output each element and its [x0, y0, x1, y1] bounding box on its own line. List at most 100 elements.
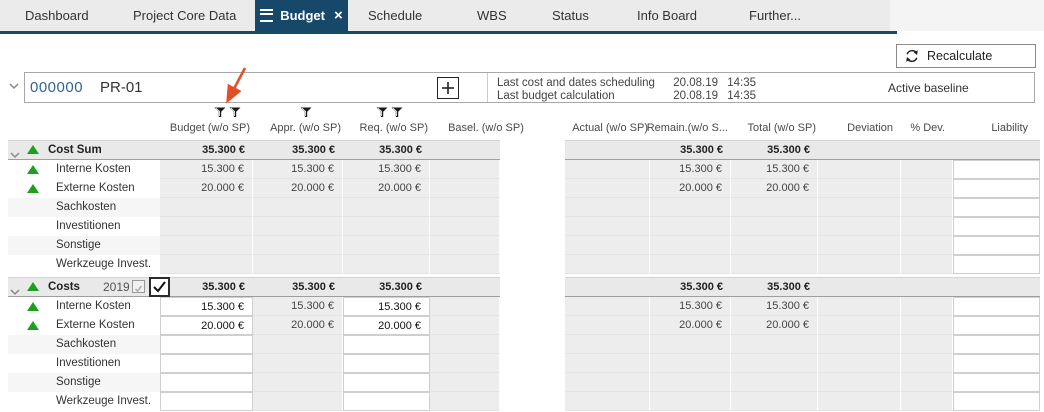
filter-icon[interactable] [214, 107, 226, 118]
cell-actual[interactable] [565, 297, 650, 316]
cell-budget[interactable] [160, 335, 253, 354]
cell-total[interactable] [731, 198, 818, 217]
group-header-row[interactable] [8, 277, 500, 297]
column-header-liability[interactable]: Liability [991, 122, 1028, 134]
cell-appr[interactable] [253, 217, 343, 236]
cell-liability[interactable] [953, 255, 1040, 274]
cell-pdev[interactable] [901, 392, 953, 411]
cell-remain[interactable]: 15.300 € [650, 297, 731, 316]
cell-actual[interactable] [565, 198, 650, 217]
cell-basel[interactable] [430, 217, 500, 236]
group-header-row[interactable] [565, 140, 1040, 160]
tab-dashboard[interactable]: Dashboard [25, 8, 89, 23]
recalculate-button[interactable]: Recalculate [896, 44, 1036, 68]
cell-remain[interactable]: 15.300 € [650, 160, 731, 179]
cell-pdev[interactable] [901, 198, 953, 217]
cell-actual[interactable] [565, 373, 650, 392]
cell-appr[interactable]: 15.300 € [253, 160, 343, 179]
cell-remain[interactable]: 35.300 € [680, 281, 723, 293]
cell-basel[interactable] [430, 255, 500, 274]
close-icon[interactable]: × [334, 7, 343, 24]
column-header-req[interactable]: Req. (w/o SP) [359, 122, 428, 134]
cell-remain[interactable] [650, 255, 731, 274]
cell-liability[interactable] [953, 217, 1040, 236]
cell-deviation[interactable] [818, 236, 901, 255]
cell-liability[interactable] [953, 392, 1040, 411]
cell-liability[interactable] [953, 335, 1040, 354]
column-header-basel[interactable]: Basel. (w/o SP) [448, 122, 524, 134]
cell-budget[interactable]: 20.000 € [160, 316, 253, 335]
cell-req[interactable]: 35.300 € [379, 144, 422, 156]
cell-total[interactable]: 35.300 € [767, 281, 810, 293]
cell-budget[interactable]: 35.300 € [202, 281, 245, 293]
cell-pdev[interactable] [901, 179, 953, 198]
cell-budget[interactable] [160, 198, 253, 217]
cell-remain[interactable]: 20.000 € [650, 316, 731, 335]
chevron-down-icon[interactable] [9, 146, 21, 164]
tab-status[interactable]: Status [552, 8, 589, 23]
menu-icon[interactable] [260, 9, 274, 22]
cell-pdev[interactable] [901, 335, 953, 354]
cell-req[interactable]: 20.000 € [343, 316, 430, 335]
tab-budget[interactable]: Budget × [255, 0, 348, 31]
cell-basel[interactable] [430, 335, 500, 354]
cell-total[interactable]: 35.300 € [767, 144, 810, 156]
cell-pdev[interactable] [901, 255, 953, 274]
cell-pdev[interactable] [901, 236, 953, 255]
column-header-pdev[interactable]: % Dev. [910, 122, 945, 134]
cell-remain[interactable] [650, 354, 731, 373]
cell-req[interactable] [343, 373, 430, 392]
cell-total[interactable] [731, 392, 818, 411]
filter-icon[interactable] [300, 107, 312, 118]
cell-liability[interactable] [953, 236, 1040, 255]
cell-appr[interactable] [253, 255, 343, 274]
cell-total[interactable]: 15.300 € [731, 297, 818, 316]
cell-actual[interactable] [565, 255, 650, 274]
cell-total[interactable] [731, 354, 818, 373]
column-header-appr[interactable]: Appr. (w/o SP) [270, 122, 341, 134]
cell-appr[interactable] [253, 392, 343, 411]
cell-appr[interactable] [253, 198, 343, 217]
tab-wbs[interactable]: WBS [477, 8, 507, 23]
cell-deviation[interactable] [818, 217, 901, 236]
group-header-row[interactable] [8, 140, 500, 160]
cell-deviation[interactable] [818, 255, 901, 274]
tab-schedule[interactable]: Schedule [368, 8, 423, 23]
cell-req[interactable] [343, 198, 430, 217]
cell-total[interactable] [731, 236, 818, 255]
cell-total[interactable] [731, 335, 818, 354]
cell-appr[interactable]: 35.300 € [292, 281, 335, 293]
cell-pdev[interactable] [901, 373, 953, 392]
cell-remain[interactable] [650, 198, 731, 217]
project-id[interactable]: 000000 [30, 79, 84, 96]
cell-budget[interactable] [160, 217, 253, 236]
cell-actual[interactable] [565, 217, 650, 236]
cell-req[interactable] [343, 392, 430, 411]
cell-pdev[interactable] [901, 316, 953, 335]
filter-icon[interactable] [229, 107, 241, 118]
cell-budget[interactable] [160, 373, 253, 392]
cell-actual[interactable] [565, 335, 650, 354]
cell-appr[interactable] [253, 373, 343, 392]
cell-pdev[interactable] [901, 160, 953, 179]
cell-appr[interactable] [253, 354, 343, 373]
filter-icons-budget[interactable] [214, 107, 241, 118]
cell-deviation[interactable] [818, 392, 901, 411]
chevron-down-icon[interactable] [9, 283, 21, 301]
cell-req[interactable]: 35.300 € [379, 281, 422, 293]
cell-budget[interactable] [160, 255, 253, 274]
filter-icons-req[interactable] [376, 107, 403, 118]
cell-appr[interactable]: 20.000 € [253, 316, 343, 335]
cell-liability[interactable] [953, 373, 1040, 392]
cell-req[interactable] [343, 217, 430, 236]
cell-budget[interactable]: 15.300 € [160, 160, 253, 179]
cell-appr[interactable]: 35.300 € [292, 144, 335, 156]
cell-actual[interactable] [565, 179, 650, 198]
cell-total[interactable] [731, 373, 818, 392]
cell-appr[interactable] [253, 236, 343, 255]
cell-budget[interactable]: 35.300 € [202, 144, 245, 156]
cell-actual[interactable] [565, 160, 650, 179]
cell-deviation[interactable] [818, 297, 901, 316]
filter-icons-appr[interactable] [300, 107, 312, 118]
cell-basel[interactable] [430, 297, 500, 316]
